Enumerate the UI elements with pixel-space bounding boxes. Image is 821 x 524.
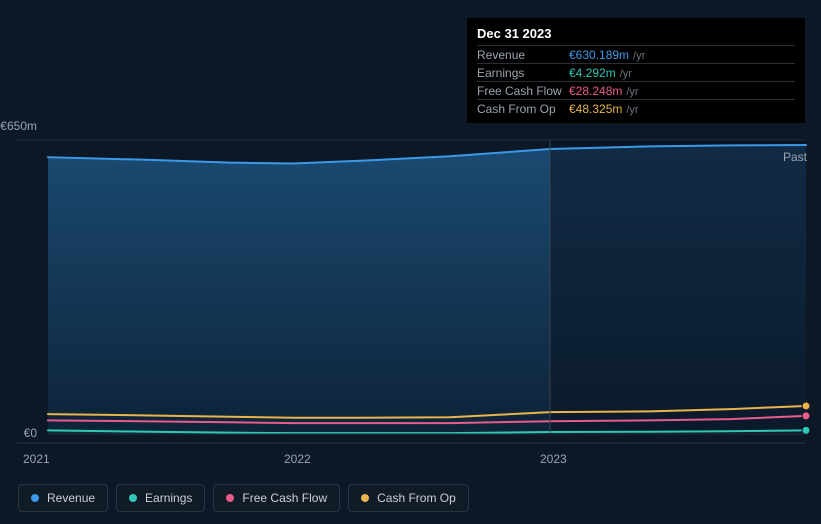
tooltip-label: Revenue — [477, 48, 569, 62]
tooltip-label: Free Cash Flow — [477, 84, 569, 98]
tooltip-row-fcf: Free Cash Flow €28.248m /yr — [477, 81, 795, 99]
tooltip-value: €28.248m — [569, 84, 622, 98]
tooltip-label: Earnings — [477, 66, 569, 80]
tooltip-date: Dec 31 2023 — [477, 26, 795, 41]
tooltip: Dec 31 2023 Revenue €630.189m /yr Earnin… — [467, 18, 805, 123]
legend-dot-icon — [129, 494, 137, 502]
tooltip-label: Cash From Op — [477, 102, 569, 116]
x-tick-2023: 2023 — [540, 452, 567, 466]
tooltip-unit: /yr — [626, 104, 638, 116]
legend-label: Cash From Op — [377, 491, 456, 505]
x-tick-2021: 2021 — [23, 452, 50, 466]
tooltip-value: €48.325m — [569, 102, 622, 116]
past-label: Past — [783, 150, 807, 164]
legend-dot-icon — [361, 494, 369, 502]
y-tick-label-zero: €0 — [0, 426, 37, 440]
legend-label: Free Cash Flow — [242, 491, 327, 505]
legend-label: Earnings — [145, 491, 192, 505]
tooltip-unit: /yr — [633, 50, 645, 62]
tooltip-row-earnings: Earnings €4.292m /yr — [477, 63, 795, 81]
tooltip-value: €630.189m — [569, 48, 629, 62]
tooltip-unit: /yr — [620, 68, 632, 80]
y-tick-label-top: €650m — [0, 119, 37, 133]
legend-item-earnings[interactable]: Earnings — [116, 484, 205, 512]
legend-label: Revenue — [47, 491, 95, 505]
legend-dot-icon — [226, 494, 234, 502]
legend-item-revenue[interactable]: Revenue — [18, 484, 108, 512]
legend-item-cashop[interactable]: Cash From Op — [348, 484, 469, 512]
tooltip-unit: /yr — [626, 86, 638, 98]
tooltip-row-revenue: Revenue €630.189m /yr — [477, 45, 795, 63]
legend-item-fcf[interactable]: Free Cash Flow — [213, 484, 340, 512]
tooltip-row-cashop: Cash From Op €48.325m /yr — [477, 99, 795, 117]
legend-dot-icon — [31, 494, 39, 502]
legend: Revenue Earnings Free Cash Flow Cash Fro… — [18, 484, 469, 512]
x-tick-2022: 2022 — [284, 452, 311, 466]
financial-chart-container: { "chart": { "type": "area-line", "backg… — [0, 0, 821, 524]
tooltip-value: €4.292m — [569, 66, 616, 80]
